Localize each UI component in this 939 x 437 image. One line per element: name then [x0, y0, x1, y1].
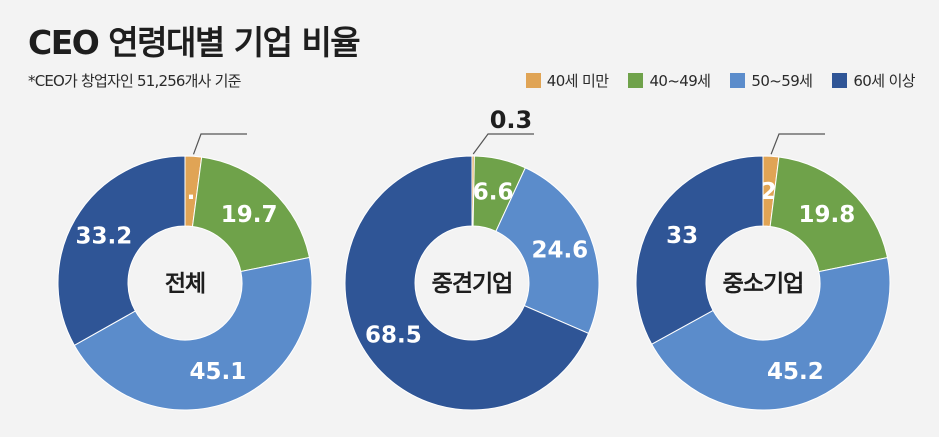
legend-item-50s: 50~59세: [730, 70, 813, 91]
donut-1-callout-line: [192, 133, 247, 155]
donut-1-center-label: 전체: [165, 271, 205, 297]
donut-3-label-50s: 45.2: [767, 359, 824, 385]
donut-chart-2: 0.3 6.6 24.6 68.5 중견기업: [344, 106, 600, 411]
chart-subtitle: *CEO가 창업자인 51,256개사 기준: [28, 72, 241, 90]
donut-2-label-50s: 24.6: [531, 237, 588, 263]
donut-3-label-under40: 2: [761, 179, 777, 205]
donut-3-callout-line: [770, 133, 825, 155]
donut-1-segment-50s: [73, 256, 313, 411]
donut-2-center-label: 중견기업: [432, 271, 513, 297]
legend-item-60plus: 60세 이상: [832, 70, 916, 91]
legend-label-40s: 40~49세: [649, 72, 711, 90]
donut-1-label-50s: 45.1: [190, 359, 247, 385]
legend-swatch-40s: [628, 73, 644, 88]
donut-2-segment-50s: [495, 167, 600, 335]
legend-swatch-under40: [525, 73, 541, 88]
legend: 40세 미만 40~49세 50~59세 60세 이상: [525, 70, 916, 91]
donut-3-segment-40s: [769, 156, 889, 273]
donut-3-center-label: 중소기업: [723, 271, 804, 297]
donut-2-label-40s: 6.6: [473, 179, 514, 205]
donut-2-callout-line: [472, 133, 534, 155]
chart-title: CEO 연령대별 기업 비율: [28, 23, 361, 62]
legend-label-60plus: 60세 이상: [853, 72, 915, 90]
donut-3-segment-60plus: [635, 155, 764, 345]
legend-swatch-60plus: [832, 73, 848, 88]
donut-1-label-40s: 19.7: [221, 202, 278, 228]
legend-label-50s: 50~59세: [751, 72, 813, 90]
donut-2-label-under40: 0.3: [490, 106, 533, 134]
legend-item-40s: 40~49세: [628, 70, 711, 91]
legend-swatch-50s: [730, 73, 746, 88]
legend-item-under40: 40세 미만: [525, 70, 609, 91]
donut-1-label-60plus: 33.2: [75, 224, 132, 250]
donut-3-label-60plus: 33: [666, 223, 698, 249]
donut-3-segment-50s: [651, 257, 891, 411]
donut-chart-3: 2 19.8 45.2 33 중소기업: [635, 133, 891, 411]
donut-chart-1: 2.119.745.133.2전체: [57, 133, 313, 411]
donut-2-label-60plus: 68.5: [365, 323, 422, 349]
donut-2-segment-60plus: [344, 155, 590, 411]
donut-1-segment-40s: [191, 156, 310, 273]
legend-label-under40: 40세 미만: [546, 72, 609, 90]
donut-3-label-40s: 19.8: [799, 202, 856, 228]
donut-1-segment-60plus: [57, 155, 186, 347]
